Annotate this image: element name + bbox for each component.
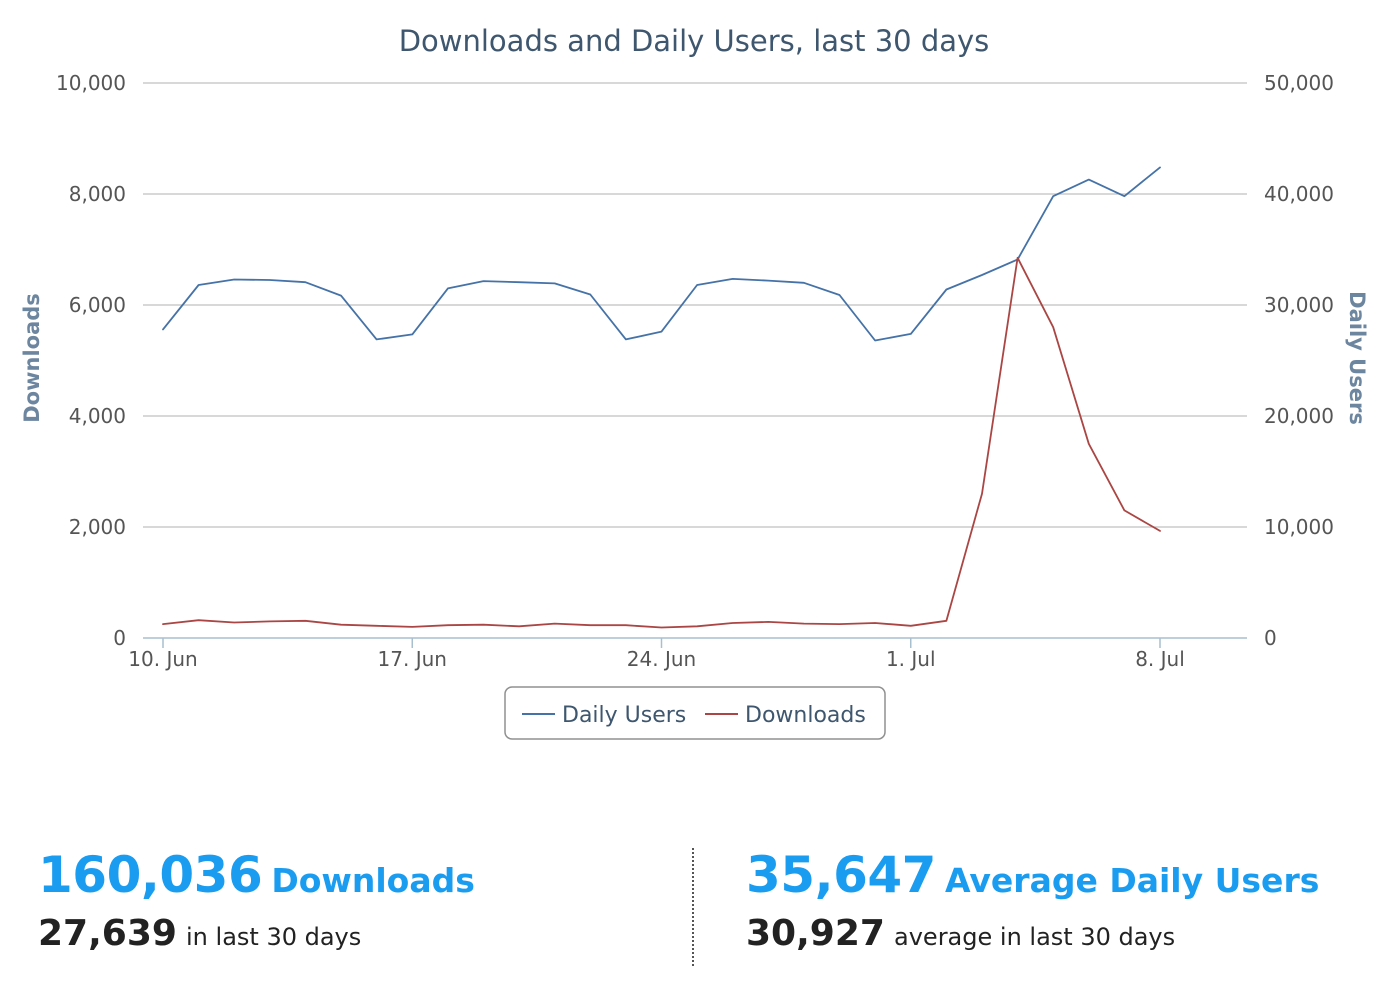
downloads-recent-line: 27,639 in last 30 days: [38, 910, 475, 958]
x-tick-label: 24. Jun: [627, 647, 696, 671]
chart-legend: Daily Users Downloads: [504, 686, 886, 740]
downloads-total-line: 160,036 Downloads: [38, 840, 475, 910]
y-right-tick-label: 10,000: [1264, 515, 1334, 539]
y-axis-left-title: Downloads: [20, 293, 44, 423]
legend-item-daily-users[interactable]: Daily Users: [522, 703, 686, 728]
y-left-tick-label: 6,000: [69, 293, 126, 317]
users-recent-label: average in last 30 days: [894, 923, 1176, 951]
legend-item-downloads[interactable]: Downloads: [705, 703, 866, 728]
users-recent-line: 30,927 average in last 30 days: [746, 910, 1319, 958]
y-right-tick-label: 50,000: [1264, 71, 1334, 95]
x-tick-label: 1. Jul: [886, 647, 936, 671]
users-avg-label: Average Daily Users: [945, 861, 1320, 900]
axes: 0 2,000 4,000 6,000 8,000 10,000 0 10,000 20,000…: [56, 71, 1334, 671]
chart-title: Downloads and Daily Users, last 30 days: [399, 24, 990, 58]
stats-panel: 160,036 Downloads 27,639 in last 30 days…: [0, 840, 1382, 970]
stats-divider: [692, 848, 694, 966]
y-right-tick-label: 0: [1264, 626, 1277, 650]
y-left-tick-label: 10,000: [56, 71, 126, 95]
y-right-tick-label: 20,000: [1264, 404, 1334, 428]
downloads-stat: 160,036 Downloads 27,639 in last 30 days: [38, 840, 475, 958]
legend-label-downloads: Downloads: [745, 703, 866, 728]
users-stat: 35,647 Average Daily Users 30,927 averag…: [746, 840, 1319, 958]
legend-label-daily-users: Daily Users: [562, 703, 686, 728]
users-avg-line: 35,647 Average Daily Users: [746, 840, 1319, 910]
y-left-tick-label: 0: [113, 626, 126, 650]
series-line-daily-users[interactable]: [162, 166, 1161, 342]
downloads-total-value: 160,036: [38, 846, 263, 904]
series-line-downloads[interactable]: [162, 256, 1161, 629]
users-recent-value: 30,927: [746, 913, 885, 954]
y-left-tick-label: 2,000: [69, 515, 126, 539]
y-left-tick-label: 4,000: [69, 404, 126, 428]
y-right-tick-label: 40,000: [1264, 182, 1334, 206]
y-left-tick-label: 8,000: [69, 182, 126, 206]
grid-lines: [143, 82, 1247, 528]
users-avg-value: 35,647: [746, 846, 936, 904]
x-tick-label: 8. Jul: [1135, 647, 1185, 671]
downloads-total-label: Downloads: [271, 861, 475, 900]
x-tick-label: 17. Jun: [378, 647, 447, 671]
downloads-recent-value: 27,639: [38, 913, 177, 954]
series-lines: [162, 166, 1161, 629]
y-axis-right-title: Daily Users: [1345, 291, 1369, 425]
y-right-tick-label: 30,000: [1264, 293, 1334, 317]
downloads-users-chart: Downloads and Daily Users, last 30 days …: [20, 24, 1369, 740]
downloads-recent-label: in last 30 days: [186, 923, 362, 951]
legend-box: [504, 686, 886, 740]
x-tick-label: 10. Jun: [128, 647, 197, 671]
